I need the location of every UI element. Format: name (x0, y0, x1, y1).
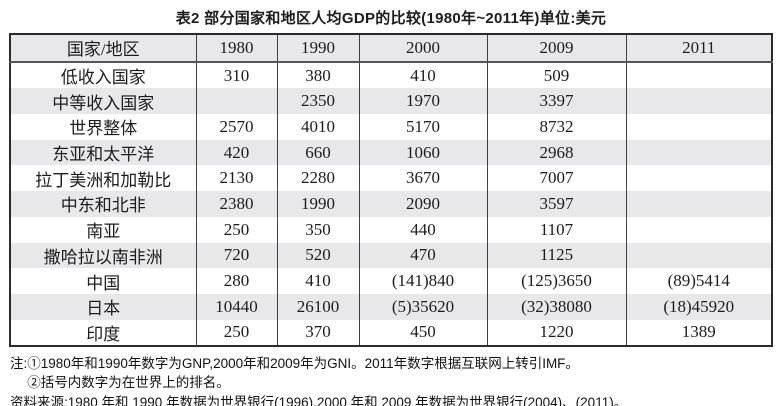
col-header-2011: 2011 (625, 34, 773, 62)
col-header-2009: 2009 (486, 34, 627, 62)
cell-value: 1990 (276, 191, 360, 217)
cell-value: 509 (486, 61, 627, 89)
cell-region: 中等收入国家 (9, 88, 197, 115)
table-row: 低收入国家 310 380 410 509 (9, 61, 773, 89)
cell-value (625, 88, 773, 115)
cell-value: 2090 (358, 191, 488, 217)
cell-region: 中东和北非 (9, 191, 197, 217)
table-row: 中国 280 410 (141)840 (125)3650 (89)5414 (9, 268, 773, 294)
note-line-1: ①1980年和1990年数字为GNP,2000年和2009年为GNI。2011年… (27, 356, 579, 372)
cell-value (195, 88, 278, 115)
cell-value: (5)35620 (358, 293, 488, 320)
table-row: 日本 10440 26100 (5)35620 (32)38080 (18)45920 (9, 293, 773, 320)
cell-value: 1970 (358, 88, 488, 115)
cell-value: 250 (195, 216, 278, 243)
cell-value: 2130 (195, 165, 278, 192)
cell-value: 350 (276, 216, 360, 243)
cell-value: 410 (358, 61, 488, 89)
notes-section: 注: ①1980年和1990年数字为GNP,2000年和2009年为GNI。20… (10, 354, 782, 406)
cell-value: 2570 (195, 114, 278, 140)
cell-value: (32)38080 (486, 293, 627, 320)
table-row: 印度 250 370 450 1220 1389 (9, 319, 773, 347)
note-label: 注: (10, 356, 28, 372)
cell-region: 中国 (9, 268, 197, 294)
cell-value: 2380 (195, 191, 278, 217)
cell-value: 4010 (276, 114, 360, 140)
cell-value: 3597 (486, 191, 627, 217)
cell-value: 1107 (486, 216, 627, 243)
cell-value: (18)45920 (625, 293, 773, 320)
cell-value: 1060 (358, 139, 488, 166)
header-row: 国家/地区 1980 1990 2000 2009 2011 (9, 34, 773, 62)
cell-value: 660 (276, 139, 360, 166)
cell-region: 南亚 (9, 216, 197, 243)
cell-value (625, 242, 773, 269)
cell-value: 470 (358, 242, 488, 269)
cell-value: 26100 (276, 293, 360, 320)
col-header-region: 国家/地区 (9, 34, 197, 62)
cell-value: 8732 (486, 114, 627, 140)
cell-value (625, 191, 773, 217)
col-header-2000: 2000 (358, 34, 488, 62)
table-body: 低收入国家 310 380 410 509 中等收入国家 2350 1970 3397 世界整体 2… (9, 61, 773, 347)
cell-value: 1125 (486, 242, 627, 269)
cell-value: 450 (358, 319, 488, 347)
cell-region: 撒哈拉以南非洲 (9, 242, 197, 269)
cell-value: 1220 (486, 319, 627, 347)
cell-value: (125)3650 (486, 268, 627, 294)
cell-value: 5170 (358, 114, 488, 140)
cell-value (625, 216, 773, 243)
col-header-1990: 1990 (276, 34, 360, 62)
cell-value: 2968 (486, 139, 627, 166)
cell-region: 拉丁美洲和加勒比 (9, 165, 197, 192)
cell-value: 720 (195, 242, 278, 269)
col-header-1980: 1980 (195, 34, 278, 62)
cell-value: 280 (195, 268, 278, 294)
cell-value: 3397 (486, 88, 627, 115)
cell-value: 7007 (486, 165, 627, 192)
cell-region: 日本 (9, 293, 197, 320)
cell-region: 低收入国家 (9, 61, 197, 89)
cell-value: 250 (195, 319, 278, 347)
cell-value: (89)5414 (625, 268, 773, 294)
source-line: 资料来源:1980 年和 1990 年数据为世界银行(1996),2000 年和… (10, 394, 628, 406)
cell-value: 420 (195, 139, 278, 166)
gdp-comparison-table: 国家/地区 1980 1990 2000 2009 2011 低收入国家 310 3… (9, 33, 773, 348)
cell-value: 380 (276, 61, 360, 89)
cell-value: 370 (276, 319, 360, 347)
cell-value: 3670 (358, 165, 488, 192)
table-title: 表2 部分国家和地区人均GDP的比较(1980年~2011年)单位:美元 (175, 10, 607, 27)
cell-value (625, 165, 773, 192)
cell-value: 440 (358, 216, 488, 243)
cell-region: 东亚和太平洋 (9, 139, 197, 166)
cell-value: 310 (195, 61, 278, 89)
notes-block: 注: ①1980年和1990年数字为GNP,2000年和2009年为GNI。20… (10, 354, 782, 392)
cell-value (625, 139, 773, 166)
note-line-2: ②括号内数字为在世界上的排名。 (27, 375, 230, 391)
table-row: 东亚和太平洋 420 660 1060 2968 (9, 139, 773, 166)
cell-value: 10440 (195, 293, 278, 320)
note-body: ①1980年和1990年数字为GNP,2000年和2009年为GNI。2011年… (27, 354, 782, 392)
table-row: 南亚 250 350 440 1107 (9, 216, 773, 243)
cell-value (625, 114, 773, 140)
table-row: 中等收入国家 2350 1970 3397 (9, 88, 773, 115)
cell-value: (141)840 (358, 268, 488, 294)
table-row: 撒哈拉以南非洲 720 520 470 1125 (9, 242, 773, 269)
cell-value: 2350 (276, 88, 360, 115)
cell-value (625, 61, 773, 89)
cell-value: 520 (276, 242, 360, 269)
cell-region: 世界整体 (9, 114, 197, 140)
table-row: 世界整体 2570 4010 5170 8732 (9, 114, 773, 140)
table-row: 拉丁美洲和加勒比 2130 2280 3670 7007 (9, 165, 773, 192)
cell-value: 410 (276, 268, 360, 294)
cell-value: 2280 (276, 165, 360, 192)
cell-value: 1389 (625, 319, 773, 347)
cell-region: 印度 (9, 319, 197, 347)
table-row: 中东和北非 2380 1990 2090 3597 (9, 191, 773, 217)
